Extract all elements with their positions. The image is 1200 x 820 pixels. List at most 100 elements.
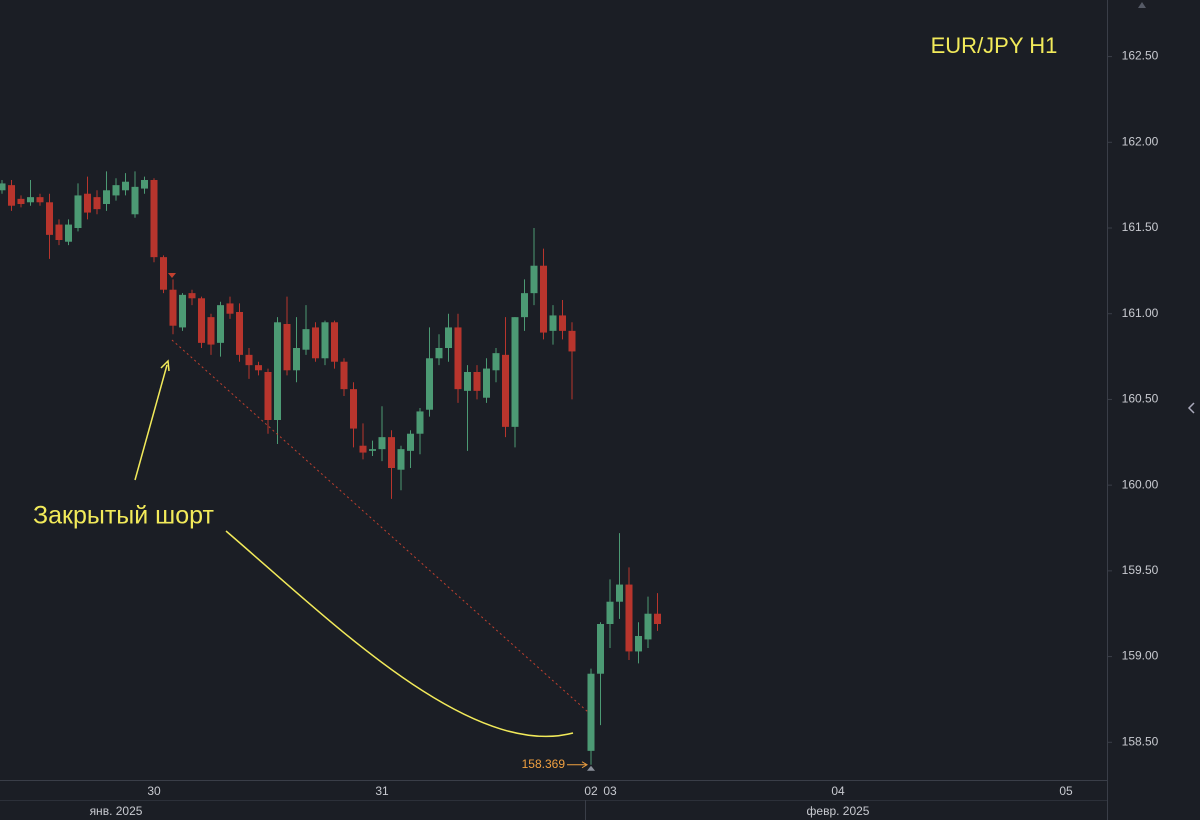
candle-body <box>27 197 34 203</box>
y-tick-label: 161.00 <box>1122 306 1159 320</box>
candle-body <box>264 372 272 420</box>
candle-body <box>55 224 63 240</box>
annotation-text: Закрытый шорт <box>33 502 214 530</box>
candle-body <box>388 437 395 468</box>
candle-body <box>8 185 15 206</box>
candle-body <box>435 348 443 359</box>
candle-body <box>331 322 338 362</box>
y-tick-label: 162.00 <box>1122 134 1159 148</box>
candle-body <box>559 315 566 331</box>
candle-body <box>606 601 614 624</box>
month-label: февр. 2025 <box>807 804 870 818</box>
candle-body <box>207 317 215 345</box>
candle-body <box>521 293 528 318</box>
y-tick-label: 158.50 <box>1122 734 1159 748</box>
candle-body <box>359 445 367 453</box>
candle-body <box>654 613 661 624</box>
candle-body <box>635 636 642 652</box>
chart-title: EUR/JPY H1 <box>931 33 1058 58</box>
candle-body <box>587 673 595 751</box>
candle-body <box>188 293 196 299</box>
candle-body <box>321 322 329 359</box>
scroll-up-icon[interactable] <box>1138 2 1146 8</box>
candle-body <box>179 294 186 328</box>
candle-body <box>103 190 110 204</box>
candle-body <box>369 449 376 451</box>
candle-body <box>540 265 547 333</box>
y-tick-label: 159.00 <box>1122 649 1159 663</box>
month-label: янв. 2025 <box>90 804 143 818</box>
candle-body <box>65 224 72 242</box>
y-tick-label: 160.00 <box>1122 477 1159 491</box>
candle-body <box>312 327 319 359</box>
candle-body <box>46 202 53 235</box>
candle-body <box>625 584 633 652</box>
candle-body <box>198 298 205 343</box>
annotation-arrow <box>134 364 168 481</box>
candle-body <box>416 411 424 434</box>
candle-body <box>122 181 129 191</box>
annotation-arrowhead <box>160 359 170 372</box>
low-marker-triangle <box>587 765 595 771</box>
candle-body <box>236 312 243 355</box>
candle-body <box>426 358 433 410</box>
candle-body <box>255 365 262 371</box>
candle-body <box>131 186 139 215</box>
candle-body <box>150 180 158 258</box>
candle-body <box>141 180 148 189</box>
candle-body <box>274 322 281 420</box>
candle-body <box>0 183 6 191</box>
candle-body <box>84 193 91 213</box>
candle-body <box>492 353 500 371</box>
candle-body <box>283 324 291 371</box>
candle-body <box>160 257 167 290</box>
candle-body <box>511 317 519 427</box>
x-tick-label: 05 <box>1059 784 1073 798</box>
x-tick-label: 02 <box>584 784 598 798</box>
candle-body <box>217 305 224 343</box>
candle-body <box>454 327 462 390</box>
candle-body <box>473 372 481 391</box>
y-tick-label: 159.50 <box>1122 563 1159 577</box>
candle-body <box>169 289 177 326</box>
candle-body <box>616 584 623 602</box>
candle-body <box>293 348 300 371</box>
candle-body <box>445 327 452 348</box>
candle-body <box>36 197 44 203</box>
candle-body <box>407 433 414 451</box>
candle-body <box>93 197 101 210</box>
candle-body <box>644 613 652 640</box>
collapse-icon[interactable] <box>1187 402 1195 414</box>
candle-body <box>502 354 509 427</box>
candle-body <box>17 198 25 204</box>
candle-body <box>74 195 82 228</box>
low-price-label: 158.369 <box>522 757 566 771</box>
candle-body <box>245 354 253 366</box>
candle-body <box>226 303 234 314</box>
plot-area <box>0 171 661 765</box>
x-tick-label: 30 <box>147 784 161 798</box>
candle-body <box>378 437 386 450</box>
candle-body <box>350 389 357 429</box>
candle-body <box>464 372 471 391</box>
candle-body <box>568 330 576 352</box>
candle-body <box>549 315 557 331</box>
y-tick-label: 160.50 <box>1122 392 1159 406</box>
candle-body <box>530 265 538 294</box>
annotation-curve <box>225 530 574 738</box>
candle-body <box>302 329 310 350</box>
candle-body <box>340 361 348 390</box>
candle-body <box>112 185 120 196</box>
candle-body <box>597 624 604 674</box>
y-tick-label: 161.50 <box>1122 220 1159 234</box>
entry-marker <box>168 273 176 278</box>
candle-body <box>483 368 490 398</box>
trade-line <box>171 339 589 713</box>
x-tick-label: 04 <box>831 784 845 798</box>
x-tick-label: 31 <box>375 784 389 798</box>
y-tick-label: 162.50 <box>1122 49 1159 63</box>
candle-body <box>397 449 405 470</box>
low-marker-arrowhead <box>581 761 588 769</box>
